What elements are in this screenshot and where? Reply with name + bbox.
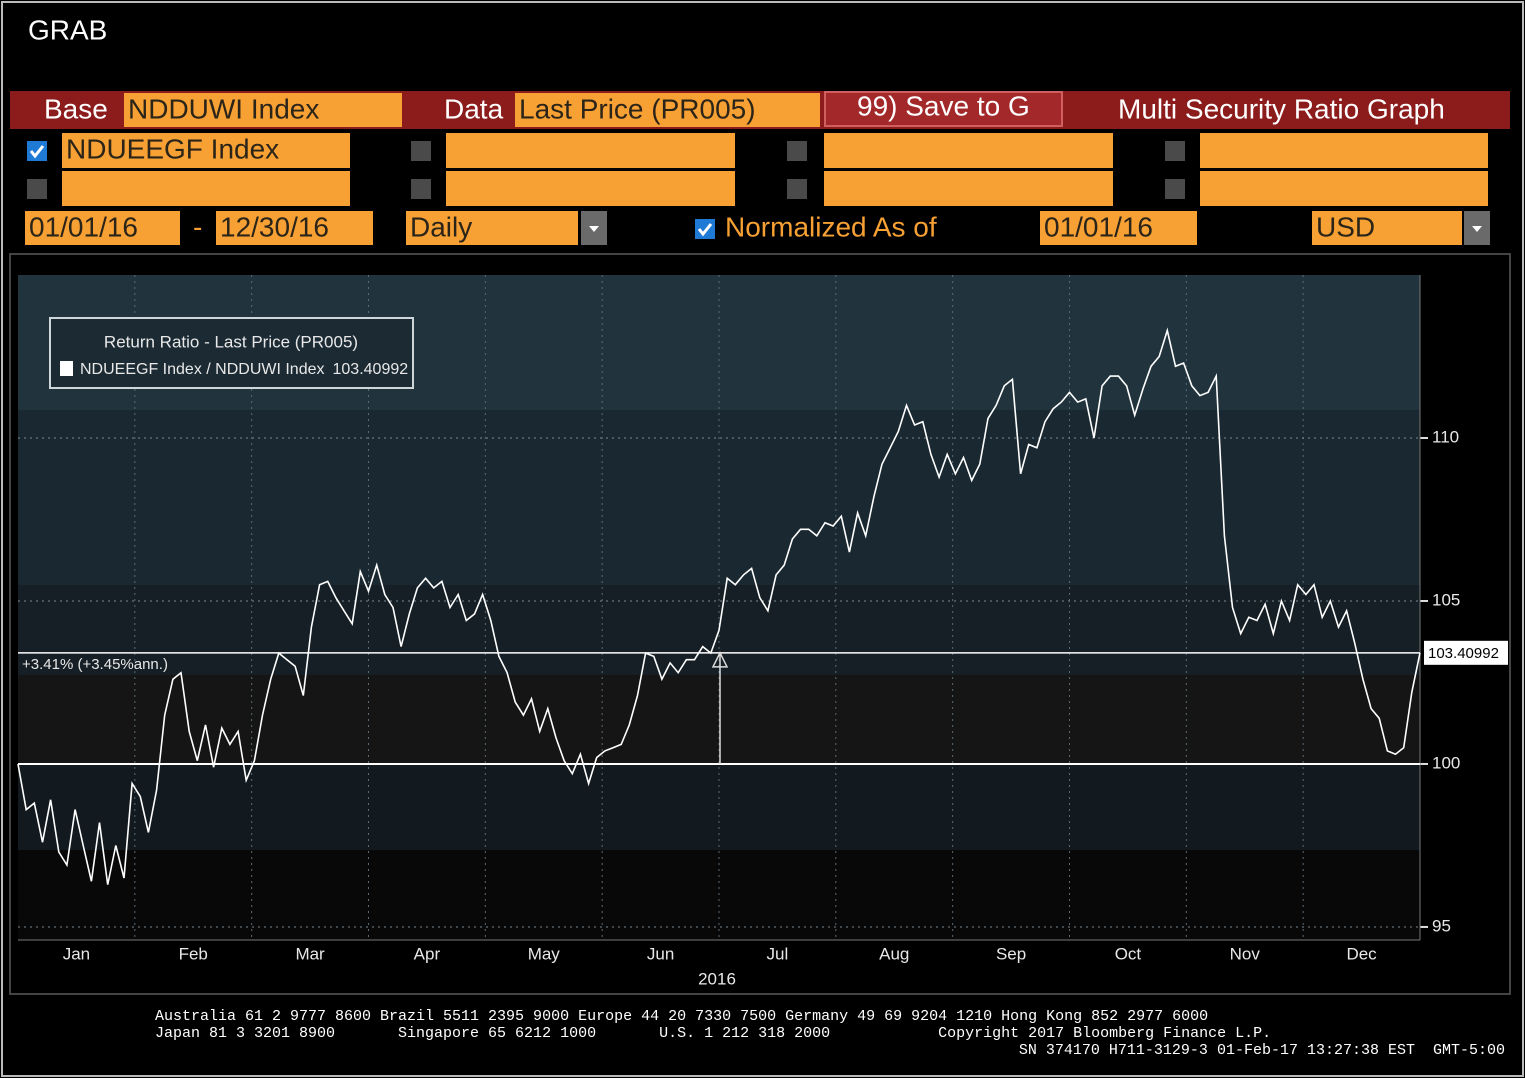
last-value-box: [1424, 640, 1508, 665]
checkbox[interactable]: [27, 179, 47, 199]
y-tick-label: 105: [1432, 590, 1460, 609]
checkbox[interactable]: [27, 141, 47, 161]
security-field[interactable]: [824, 133, 1113, 168]
x-tick-label: Jun: [647, 944, 674, 963]
data-label: Data: [444, 93, 504, 124]
base-label: Base: [44, 93, 108, 124]
checkmark: [29, 145, 45, 159]
x-tick-label: Oct: [1115, 944, 1142, 963]
x-tick-label: Mar: [295, 944, 325, 963]
function-title: Multi Security Ratio Graph: [1118, 93, 1445, 124]
legend: [49, 317, 414, 389]
checkmark: [697, 223, 713, 237]
save-button[interactable]: [824, 91, 1063, 127]
x-tick-label: May: [528, 944, 561, 963]
legend-title: Return Ratio - Last Price (PR005): [104, 332, 358, 351]
security-field[interactable]: [446, 133, 735, 168]
legend-swatch: [60, 361, 73, 376]
security-value: NDUEEGF Index: [66, 133, 279, 164]
window-title: GRAB: [28, 14, 107, 45]
security-field[interactable]: [62, 171, 350, 206]
checkbox[interactable]: [411, 141, 431, 161]
y-tick-label: 110: [1432, 427, 1459, 446]
security-field[interactable]: [1200, 171, 1488, 206]
footer-line: Japan 81 3 3201 8900 Singapore 65 6212 1…: [155, 1025, 1271, 1042]
checkbox[interactable]: [695, 219, 715, 239]
footer-line: SN 374170 H711-3129-3 01-Feb-17 13:27:38…: [1019, 1042, 1505, 1059]
base-value: NDDUWI Index: [128, 93, 319, 124]
frequency-field[interactable]: [406, 211, 578, 245]
checkbox[interactable]: [787, 179, 807, 199]
security-field[interactable]: [1200, 133, 1488, 168]
band: [18, 765, 1420, 850]
dropdown-arrow: [1472, 226, 1482, 232]
return-arrowhead: [711, 651, 729, 668]
x-tick-label: Sep: [996, 944, 1026, 963]
checkbox[interactable]: [1165, 141, 1185, 161]
last-value-label: 103.40992: [1428, 645, 1499, 662]
start-date: 01/01/16: [29, 211, 138, 242]
x-tick-label: Dec: [1346, 944, 1377, 963]
currency-field[interactable]: [1312, 211, 1462, 245]
range-separator: -: [193, 211, 202, 242]
y-tick-label: 95: [1432, 916, 1451, 935]
annotation: +3.41% (+3.45%ann.): [22, 656, 168, 673]
security-field[interactable]: [446, 171, 735, 206]
security-field[interactable]: [824, 171, 1113, 206]
x-tick-label: Jul: [767, 944, 789, 963]
dropdown-arrow: [589, 226, 599, 232]
legend-entry: NDUEEGF Index / NDDUWI Index 103.40992: [80, 361, 408, 378]
currency: USD: [1316, 211, 1375, 242]
base-field[interactable]: [124, 93, 402, 127]
normalized-date-field[interactable]: [1040, 211, 1197, 245]
x-tick-label: Apr: [414, 944, 441, 963]
normalized-label: Normalized As of: [725, 211, 937, 242]
x-tick-label: Jan: [63, 944, 90, 963]
footer-line: Australia 61 2 9777 8600 Brazil 5511 239…: [155, 1008, 1208, 1025]
data-field[interactable]: [515, 93, 820, 127]
series-line: [17, 327, 1421, 885]
data-value: Last Price (PR005): [519, 93, 756, 124]
security-grid: [27, 133, 1488, 206]
normalized-date: 01/01/16: [1044, 211, 1153, 242]
save-button-label: 99) Save to G: [857, 90, 1030, 121]
x-tick-label: Feb: [179, 944, 208, 963]
x-tick-label: Nov: [1230, 944, 1261, 963]
x-axis-label: 2016: [698, 969, 736, 988]
legend-name: NDUEEGF Index / NDDUWI Index: [80, 361, 325, 378]
y-tick-label: 100: [1432, 753, 1460, 772]
security-field[interactable]: [62, 133, 350, 168]
end-field[interactable]: [216, 211, 373, 245]
checkbox[interactable]: [787, 141, 807, 161]
end-date: 12/30/16: [220, 211, 329, 242]
checkbox[interactable]: [411, 179, 431, 199]
frequency: Daily: [410, 211, 472, 242]
legend-value: 103.40992: [333, 361, 409, 378]
checkbox[interactable]: [1165, 179, 1185, 199]
x-tick-label: Aug: [879, 944, 909, 963]
start-field[interactable]: [25, 211, 180, 245]
